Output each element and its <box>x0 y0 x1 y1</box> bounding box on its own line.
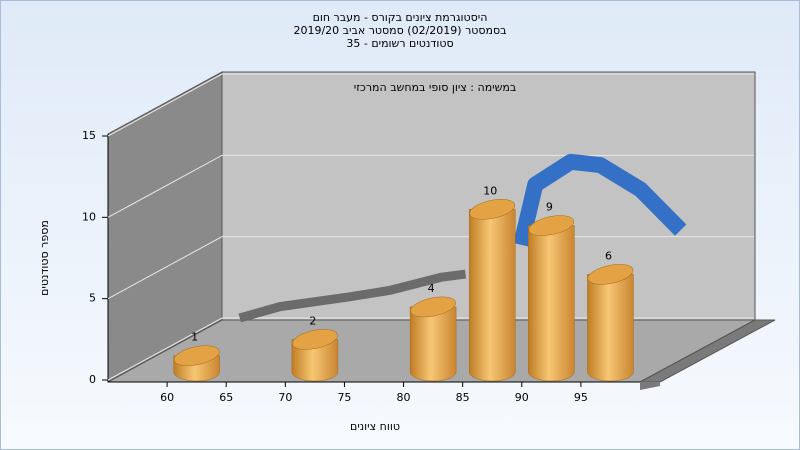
grid-line <box>107 73 754 137</box>
value-label: 2 <box>309 314 316 327</box>
grid-line <box>107 236 754 300</box>
title: היסטוגרמת ציונים בקורס - מעבר חוםבסמסטר … <box>293 11 506 50</box>
bar-top <box>173 345 220 367</box>
y-tick-label: 0 <box>89 373 96 386</box>
x-tick-label: 70 <box>278 391 292 404</box>
title-line: סטודנטים רשומים - 35 <box>346 37 453 50</box>
x-tick-label: 75 <box>337 391 351 404</box>
bar-top <box>469 199 516 220</box>
title-line: בסמסטר (02/2019) סמסטר אביב 2019/20 <box>293 24 506 37</box>
fit-curve <box>238 269 467 323</box>
bar <box>587 264 634 382</box>
y-axis-label: מספר סטודנטים <box>38 220 51 296</box>
grid-line <box>107 317 754 381</box>
value-label: 4 <box>428 282 435 295</box>
bar-top <box>410 296 456 318</box>
x-tick-label: 90 <box>515 391 529 404</box>
bar <box>409 296 457 382</box>
x-tick-label: 95 <box>574 391 588 404</box>
x-tick-label: 80 <box>397 391 411 404</box>
value-label: 1 <box>191 331 198 344</box>
bar-top <box>292 329 338 350</box>
value-label: 6 <box>605 249 612 262</box>
bar <box>468 199 516 382</box>
y-tick-label: 15 <box>82 129 96 142</box>
bar-body <box>587 274 634 382</box>
value-label: 9 <box>546 201 553 214</box>
floor-edge <box>640 382 660 390</box>
bar-body <box>409 306 457 382</box>
bar-top <box>528 215 575 236</box>
bar <box>528 215 575 382</box>
bar-body <box>291 339 339 382</box>
y-tick-label: 5 <box>89 292 96 305</box>
y-tick-label: 10 <box>82 210 96 223</box>
bar <box>291 329 339 382</box>
x-tick-label: 60 <box>160 391 174 404</box>
x-tick-label: 65 <box>219 391 233 404</box>
bar-top <box>587 264 634 285</box>
title-line: היסטוגרמת ציונים בקורס - מעבר חום <box>313 11 488 24</box>
bar <box>173 345 220 382</box>
subtitle: במשימה : ציון סופי במחשב המרכזי <box>354 81 517 94</box>
x-axis-label: טווח ציונים <box>350 420 400 433</box>
x-tick-label: 85 <box>456 391 470 404</box>
bar-body <box>468 209 516 382</box>
value-label: 10 <box>483 184 497 197</box>
bar-body <box>528 225 575 382</box>
fit-curve <box>513 153 687 247</box>
